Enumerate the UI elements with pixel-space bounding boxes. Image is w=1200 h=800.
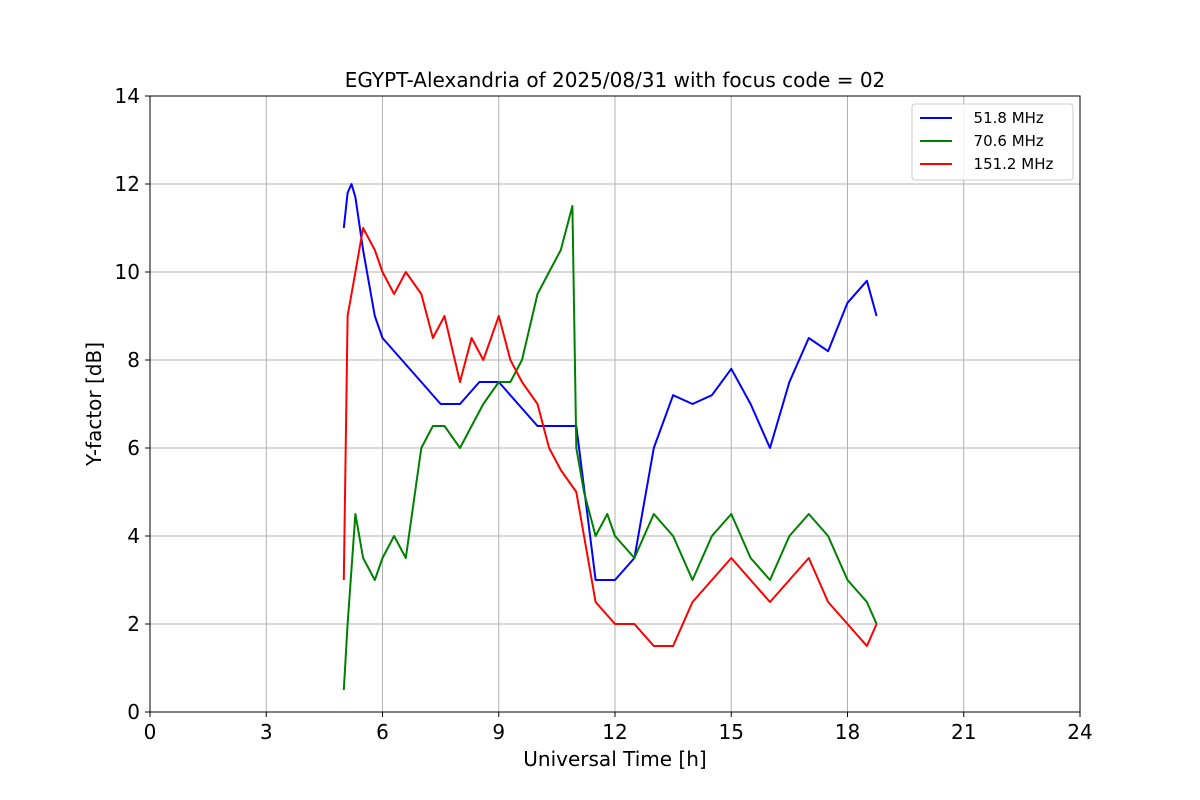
x-tick-label: 0 [144, 720, 157, 744]
chart-title: EGYPT-Alexandria of 2025/08/31 with focu… [345, 68, 886, 92]
x-tick-label: 9 [492, 720, 505, 744]
x-tick-label: 3 [260, 720, 273, 744]
y-tick-label: 6 [127, 436, 140, 460]
legend-label-0: 51.8 MHz [964, 109, 1044, 127]
x-tick-label: 6 [376, 720, 389, 744]
series-line-2 [342, 227, 878, 647]
y-tick-label: 4 [127, 524, 140, 548]
series-line-1 [342, 205, 878, 691]
legend: 51.8 MHz 70.6 MHz 151.2 MHz [911, 103, 1074, 181]
x-tick-label: 21 [951, 720, 976, 744]
y-axis-label: Y-factor [dB] [82, 342, 106, 467]
x-axis-label: Universal Time [h] [523, 747, 706, 771]
x-tick-label: 15 [719, 720, 744, 744]
legend-box [911, 103, 1074, 181]
plot-area [342, 183, 878, 691]
y-tick-label: 12 [115, 172, 140, 196]
y-tick-label: 10 [115, 260, 140, 284]
y-tick-label: 2 [127, 612, 140, 636]
legend-label-2: 151.2 MHz [964, 155, 1053, 173]
legend-label-1: 70.6 MHz [964, 132, 1044, 150]
x-tick-label: 12 [602, 720, 627, 744]
y-tick-label: 0 [127, 700, 140, 724]
x-tick-label: 24 [1067, 720, 1092, 744]
x-tick-label: 18 [835, 720, 860, 744]
y-tick-label: 14 [115, 84, 140, 108]
y-tick-label: 8 [127, 348, 140, 372]
